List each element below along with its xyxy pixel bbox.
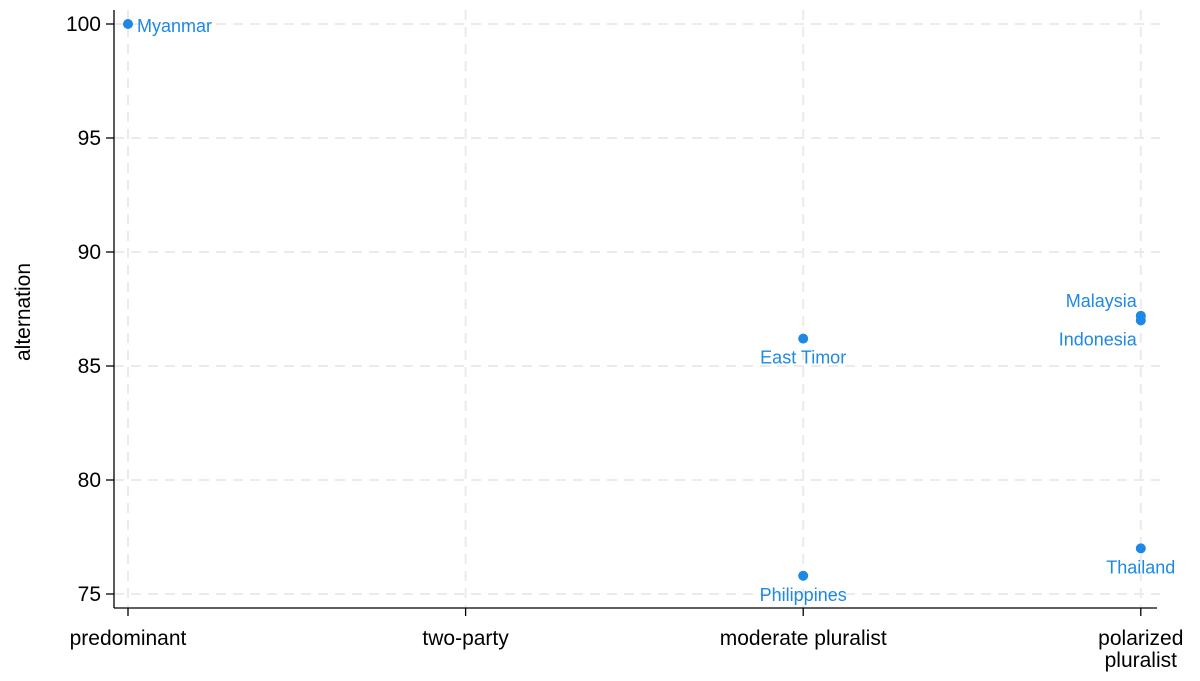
y-tick-label: 75	[78, 583, 101, 606]
data-point-label: Philippines	[760, 585, 847, 605]
data-point	[1135, 315, 1146, 326]
ticks: 75 80 85 90 95 100 predominant two-party moderat…	[66, 13, 1183, 672]
y-tick-label: 95	[78, 127, 101, 150]
x-tick-label: pluralist	[1105, 649, 1178, 672]
data-point	[123, 19, 133, 29]
x-tick-label: moderate pluralist	[720, 627, 887, 650]
y-tick-label: 90	[78, 241, 101, 264]
y-tick-label: 80	[78, 469, 101, 492]
y-tick-label: 100	[66, 13, 101, 36]
data-point	[798, 333, 809, 344]
grid	[114, 10, 1160, 608]
data-point	[1135, 543, 1146, 554]
y-axis-title: alternation	[12, 263, 35, 361]
data-point-label: Malaysia	[1066, 291, 1138, 311]
data-point-label: East Timor	[760, 348, 846, 368]
data-points: Myanmar East Timor Philippines Malaysia Indo…	[123, 16, 1175, 605]
data-point-label: Thailand	[1106, 557, 1175, 577]
data-point-label: Indonesia	[1059, 329, 1138, 349]
x-tick-label: two-party	[422, 627, 509, 650]
x-tick-label: polarized	[1098, 627, 1183, 650]
data-point-label: Myanmar	[137, 16, 212, 36]
axes	[113, 10, 1157, 609]
x-tick-label: predominant	[70, 627, 187, 650]
data-point	[798, 570, 809, 581]
y-tick-label: 85	[78, 355, 101, 378]
